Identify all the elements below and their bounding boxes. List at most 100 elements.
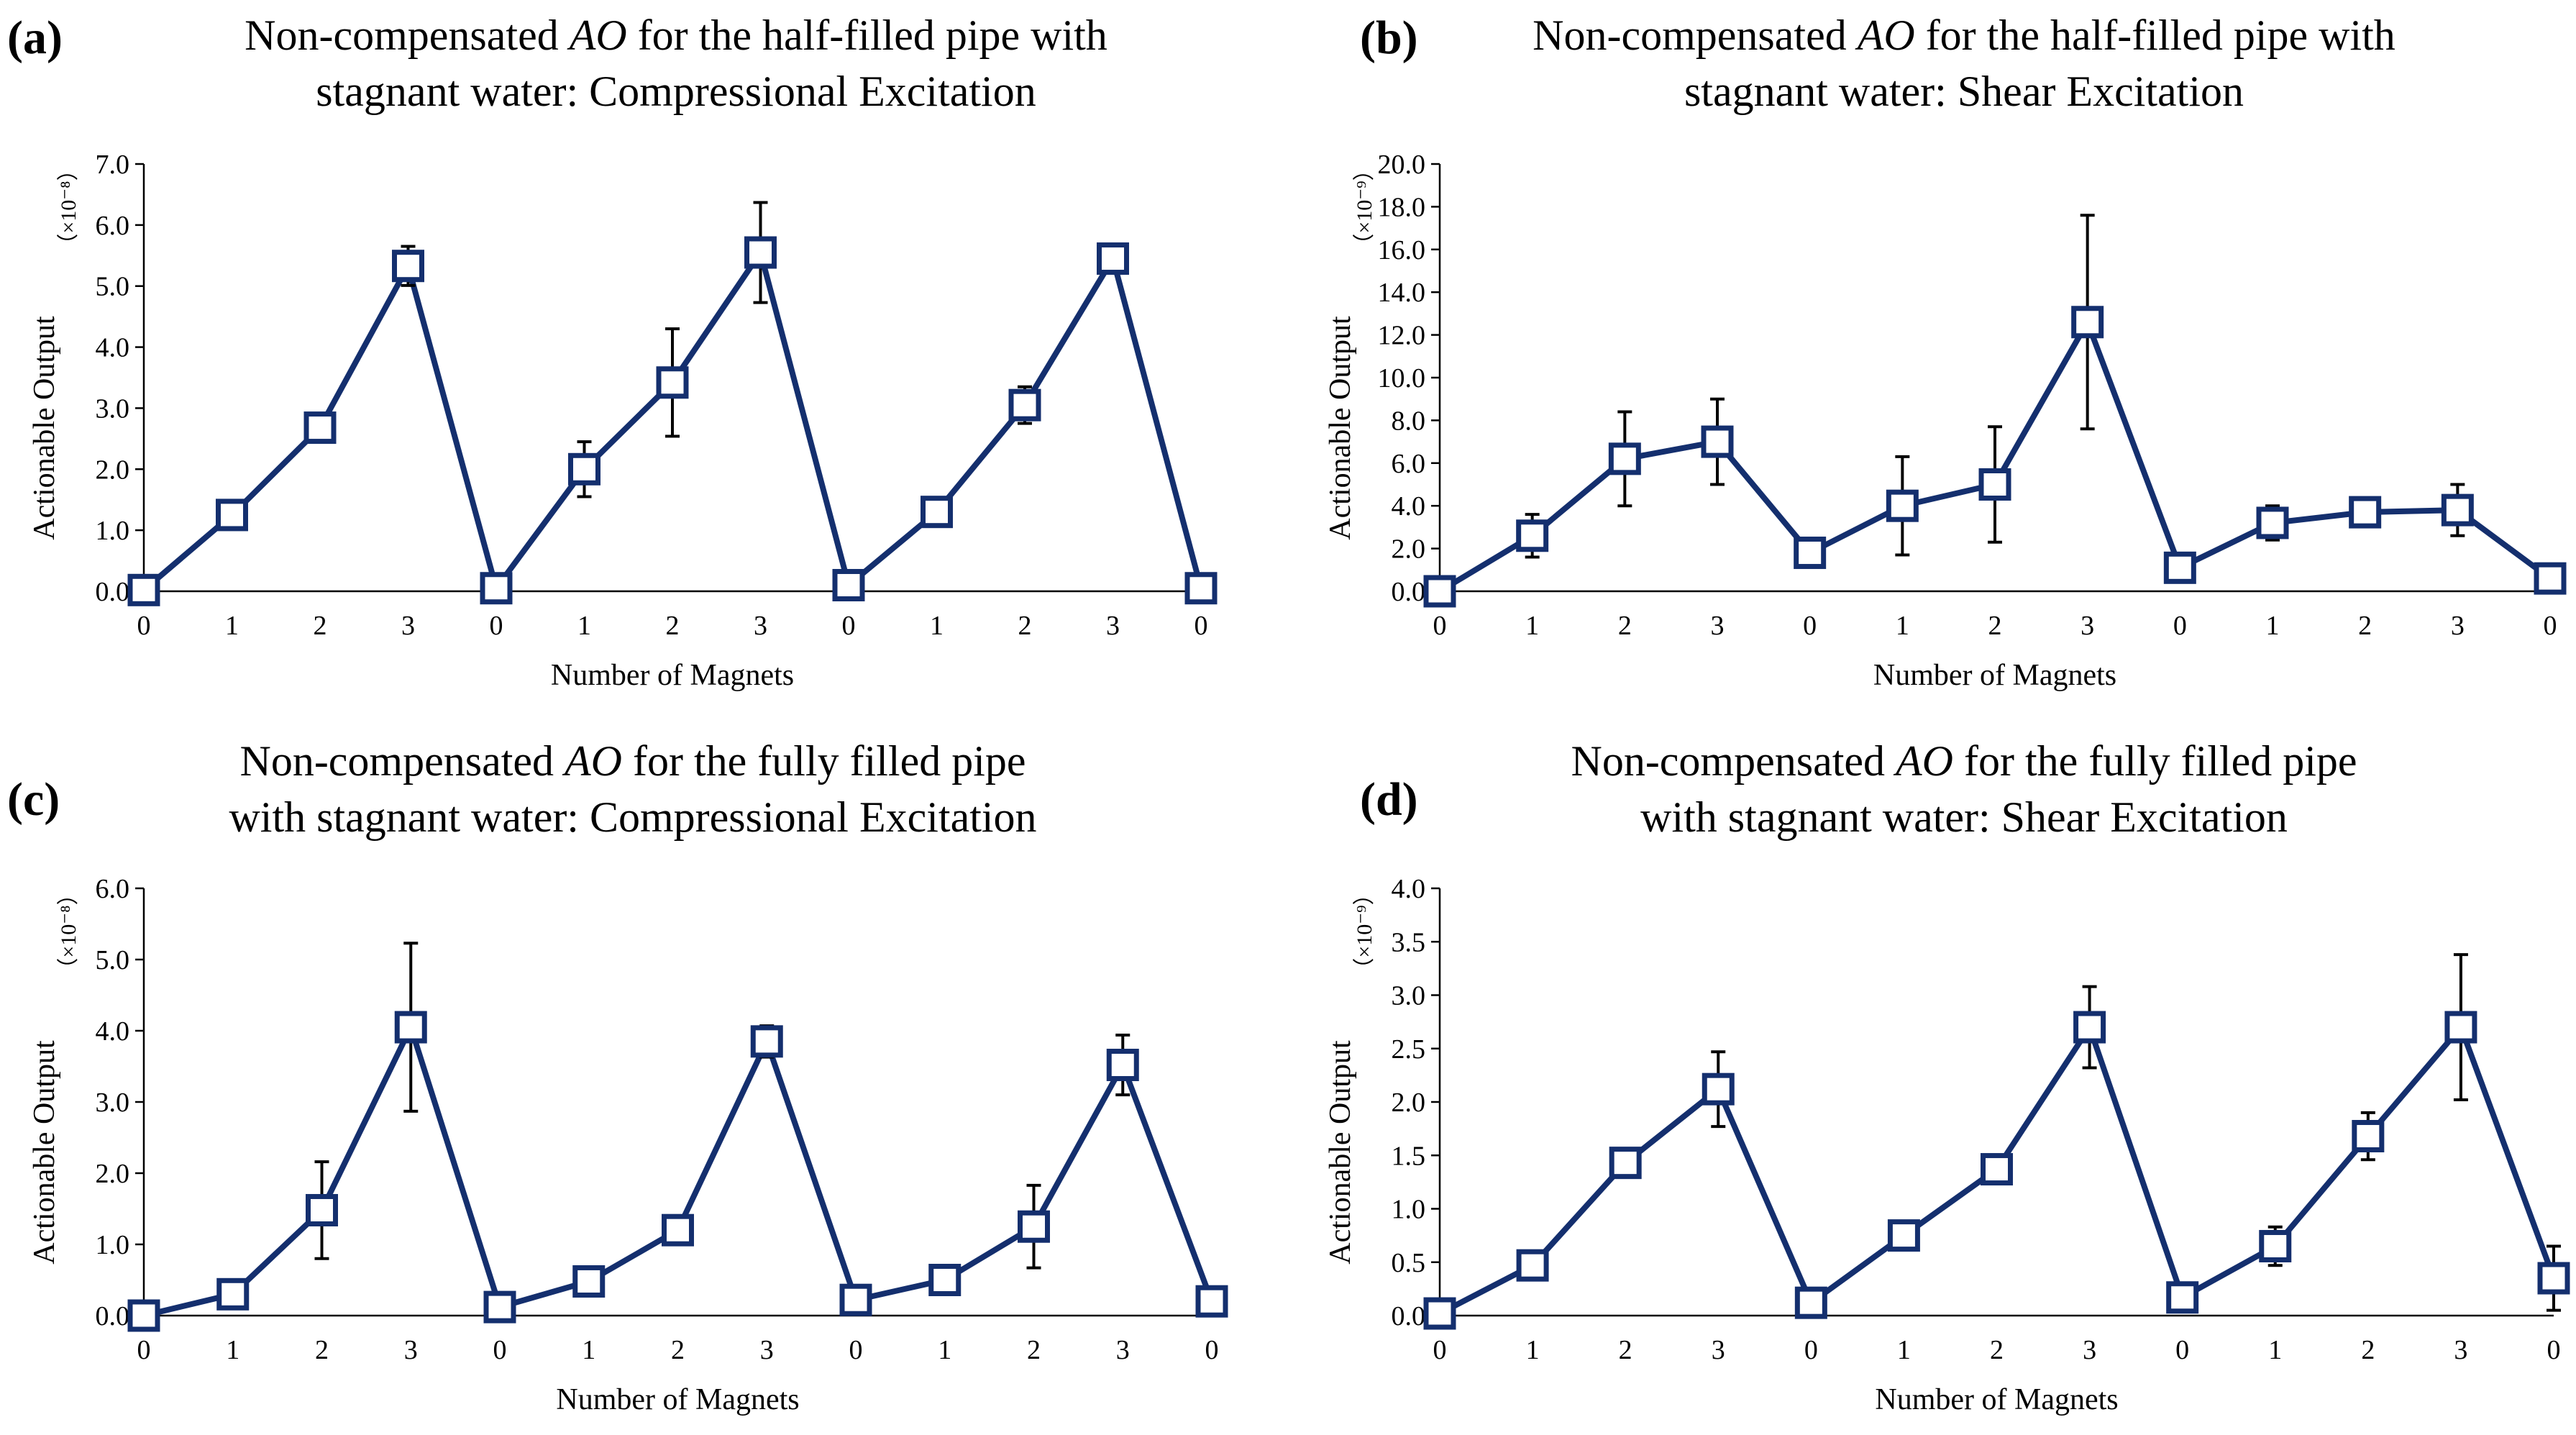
chart-title-line-2: with stagnant water: Compressional Excit… [229, 793, 1037, 841]
y-axis-title: Actionable Output [1324, 1040, 1357, 1265]
data-point [750, 1025, 783, 1058]
y-tick-label: 8.0 [1392, 406, 1426, 436]
y-tick-label: 5.0 [96, 945, 130, 975]
data-point [2259, 1229, 2292, 1262]
x-tick-label: 1 [1897, 1335, 1911, 1365]
title-italic: AO [1857, 12, 1915, 59]
x-axis-title: Number of Magnets [551, 659, 794, 692]
x-tick-label: 1 [582, 1335, 595, 1365]
y-tick-label: 18.0 [1378, 192, 1426, 222]
data-point [127, 1299, 160, 1332]
y-tick-label: 1.5 [1392, 1141, 1426, 1171]
data-point [1184, 572, 1218, 605]
x-tick-label: 3 [401, 611, 415, 641]
x-tick-label: 0 [493, 1335, 507, 1365]
data-point [572, 1265, 606, 1298]
y-tick-label: 0.0 [96, 1301, 130, 1331]
x-tick-label: 0 [1433, 611, 1447, 641]
data-point [1886, 489, 1919, 522]
x-tick-label: 2 [1018, 611, 1032, 641]
y-tick-label: 3.0 [96, 1088, 130, 1118]
title-text: for the fully filled pipe [1953, 737, 2357, 785]
chart-title-line-1: Non-compensated AO for the half-filled p… [101, 7, 1251, 63]
chart-title: Non-compensated AO for the half-filled p… [1389, 7, 2539, 119]
data-point [1516, 1249, 1549, 1282]
y-tick-label: 1.0 [96, 1230, 130, 1260]
data-point [2073, 1011, 2106, 1044]
data-point [1701, 425, 1734, 458]
x-tick-label: 2 [1619, 1335, 1632, 1365]
x-tick-label: 0 [137, 611, 151, 641]
title-text: for the half-filled pipe with [1914, 12, 2395, 59]
data-point [568, 452, 600, 486]
y-tick-label: 16.0 [1378, 235, 1426, 265]
data-point [303, 411, 337, 445]
y-tick-label: 6.0 [1392, 449, 1426, 479]
chart-svg: 0.0 1.0 2.0 3.0 4.0 5.0 6.0 0 1 2 3 0 1 2 3 0 1 2 3 0 Number… [28, 874, 1228, 1416]
chart-panel-d: (d) Non-compensated AO for the fully fil… [1288, 717, 2576, 1435]
data-point [2166, 1281, 2199, 1314]
x-tick-label: 1 [2268, 1335, 2282, 1365]
y-multiplier-label: （×10⁻⁹） [1353, 883, 1376, 979]
y-tick-label: 0.0 [1392, 577, 1426, 607]
x-tick-label: 2 [2361, 1335, 2375, 1365]
data-point [2071, 306, 2104, 339]
data-point [216, 498, 248, 532]
chart-title: Non-compensated AO for the fully filled … [1389, 733, 2539, 845]
data-point [921, 496, 953, 529]
chart-title-line-2: stagnant water: Compressional Excitation [316, 68, 1036, 115]
data-point [1794, 537, 1827, 570]
x-tick-label: 2 [2358, 611, 2372, 641]
data-point [2163, 551, 2196, 584]
x-tick-label: 1 [226, 1335, 239, 1365]
data-point [2441, 493, 2474, 527]
x-tick-label: 3 [760, 1335, 774, 1365]
data-point [839, 1283, 872, 1316]
y-tick-label: 14.0 [1378, 278, 1426, 308]
chart-svg: 0.0 0.5 1.0 1.5 2.0 2.5 3.0 3.5 4.0 0 1 2 3 0 1 2 3 0 1 2 3 0… [1324, 874, 2570, 1416]
x-tick-label: 3 [2081, 611, 2094, 641]
y-tick-label: 4.0 [96, 1016, 130, 1047]
x-tick-label: 0 [849, 1335, 863, 1365]
x-tick-label: 2 [1027, 1335, 1041, 1365]
title-text: Non-compensated [239, 737, 565, 785]
y-tick-label: 2.5 [1392, 1034, 1426, 1065]
x-tick-label: 2 [1988, 611, 2002, 641]
x-tick-label: 2 [315, 1335, 329, 1365]
x-tick-label: 3 [2451, 611, 2465, 641]
y-tick-label: 6.0 [96, 874, 130, 904]
y-tick-label: 1.0 [1392, 1195, 1426, 1225]
data-point [216, 1277, 250, 1311]
x-tick-label: 0 [490, 611, 503, 641]
data-point [1981, 1153, 2013, 1186]
data-point [1008, 388, 1041, 422]
x-tick-label: 1 [1896, 611, 1909, 641]
data-point [1702, 1072, 1735, 1106]
x-tick-label: 0 [842, 611, 856, 641]
data-point [127, 573, 160, 606]
y-tick-label: 1.0 [96, 516, 130, 546]
chart-panel-a: (a) Non-compensated AO for the half-fill… [0, 0, 1288, 717]
chart-title-line-1: Non-compensated AO for the fully filled … [1389, 733, 2539, 789]
y-tick-label: 20.0 [1378, 150, 1426, 180]
chart-panel-c: (c) Non-compensated AO for the fully fil… [0, 717, 1288, 1435]
y-axis-title: Actionable Output [1324, 316, 1357, 540]
x-tick-label: 1 [930, 611, 944, 641]
x-tick-label: 0 [1803, 611, 1817, 641]
y-tick-label: 0.0 [96, 577, 130, 607]
data-point [2534, 562, 2567, 595]
x-tick-label: 3 [2083, 1335, 2096, 1365]
data-point [2352, 1120, 2385, 1153]
chart-title: Non-compensated AO for the half-filled p… [101, 7, 1251, 119]
data-point [2256, 506, 2289, 539]
title-italic: AO [569, 12, 627, 59]
data-point [1794, 1286, 1827, 1319]
x-tick-label: 1 [577, 611, 591, 641]
y-tick-label: 5.0 [96, 272, 130, 302]
x-tick-label: 1 [2266, 611, 2280, 641]
y-tick-label: 3.0 [96, 393, 130, 424]
title-text: Non-compensated [1533, 12, 1858, 59]
y-axis-title: Actionable Output [28, 316, 61, 540]
data-point [832, 569, 865, 602]
data-point [662, 1213, 694, 1247]
